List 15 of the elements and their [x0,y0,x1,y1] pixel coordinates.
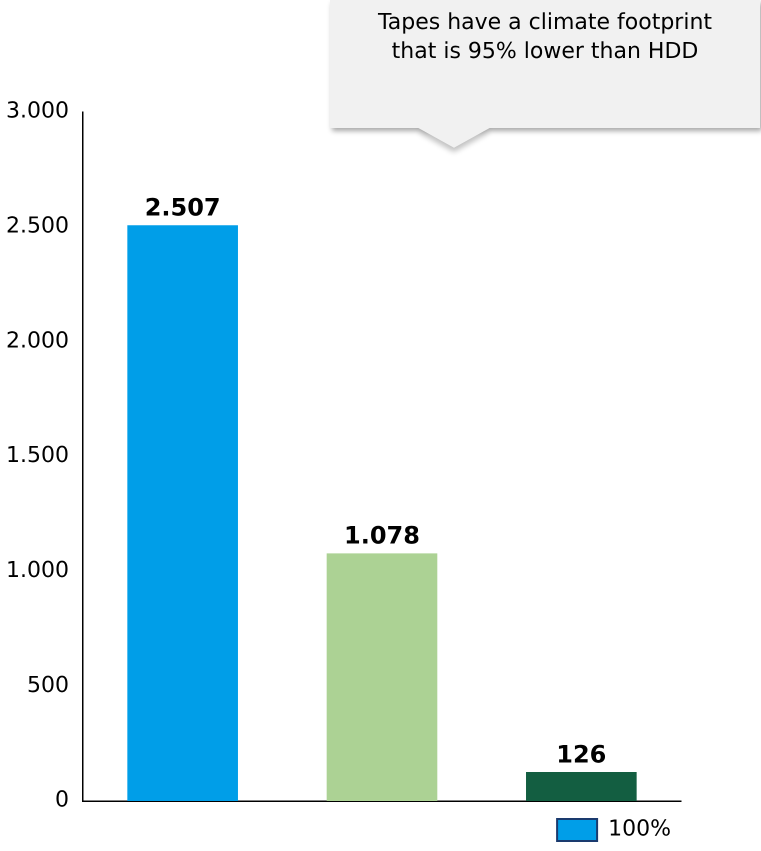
y-tick-label: 1.000 [6,558,69,584]
data-label: 1.078 [344,522,420,550]
y-tick-label: 1.500 [6,443,69,468]
legend-label: 100% [608,816,672,842]
y-tick-label: 0 [54,788,69,813]
text: Tapes have a climate footprint that is 95% lower than HDD [376,9,714,66]
bar [127,225,238,801]
data-label: 2.507 [144,193,221,222]
y-tick-label: 2.500 [6,214,69,239]
y-tick-label: 500 [26,672,69,698]
y-tick-label: 2.000 [6,328,69,354]
bar [526,772,637,801]
bar [326,553,438,801]
y-tick-label: 3.000 [6,98,69,124]
data-label: 126 [556,740,606,768]
